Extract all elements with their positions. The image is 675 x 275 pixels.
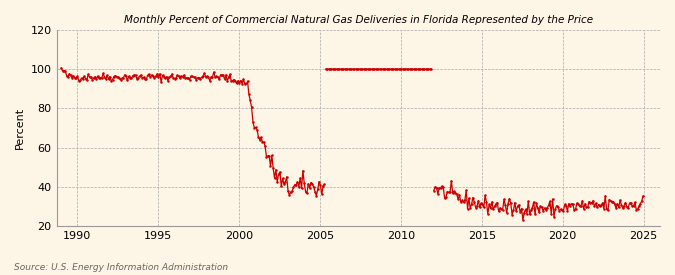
Text: Source: U.S. Energy Information Administration: Source: U.S. Energy Information Administ…: [14, 263, 227, 272]
Title: Monthly Percent of Commercial Natural Gas Deliveries in Florida Represented by t: Monthly Percent of Commercial Natural Ga…: [124, 15, 593, 25]
Y-axis label: Percent: Percent: [15, 107, 25, 149]
